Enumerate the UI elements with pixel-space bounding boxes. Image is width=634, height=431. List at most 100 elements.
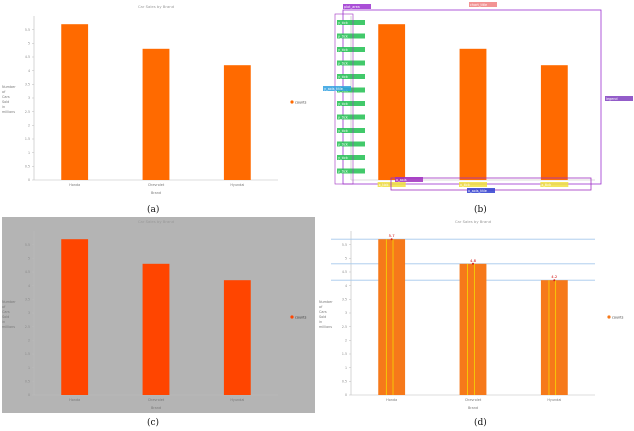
y-axis-title-word: in bbox=[2, 105, 5, 109]
y-tick-label: 1 bbox=[28, 151, 30, 155]
y-tick-label: 0 bbox=[28, 393, 30, 397]
y-tick-chip bbox=[337, 60, 365, 66]
bar bbox=[223, 65, 251, 180]
bar bbox=[142, 263, 170, 395]
chart-b: plot_area chart_title y_tick y_tick y_tick y_… bbox=[323, 2, 633, 193]
y-axis-title-word: millions bbox=[2, 325, 15, 329]
y-tick-label: 5 bbox=[28, 42, 30, 46]
x-axis-title: Brand bbox=[468, 406, 478, 410]
chart-title-chip-label: chart_title bbox=[470, 3, 487, 7]
y-tick-chip bbox=[337, 128, 365, 133]
y-tick-label: 3 bbox=[28, 96, 30, 100]
x-axis-title: Brand bbox=[151, 406, 161, 410]
y-tick-label: 2 bbox=[28, 124, 30, 128]
bar bbox=[61, 239, 89, 395]
x-tick-label: Chevrolet bbox=[465, 398, 482, 402]
x-tick-label: Honda bbox=[69, 183, 80, 187]
y-tick-chip-label: y_tick bbox=[338, 143, 348, 147]
chart-c: Car Sales by Brand 0 0.5 1 1.5 2 2.5 3 3.5 4 4.5 5 5… bbox=[2, 217, 315, 413]
y-axis-title-word: Cars bbox=[2, 310, 10, 314]
y-tick-label: 3 bbox=[28, 311, 30, 315]
data-label: 5.7 bbox=[389, 233, 396, 238]
y-tick-chip bbox=[337, 114, 365, 120]
y-axis-title-word: Cars bbox=[2, 95, 10, 99]
legend-swatch bbox=[607, 315, 611, 319]
y-tick-chip bbox=[337, 74, 365, 79]
x-tick-chip bbox=[377, 182, 406, 187]
y-axis-title-word: Number bbox=[319, 300, 333, 304]
x-axis-title: Brand bbox=[151, 191, 161, 195]
y-tick-chip-label: y_tick bbox=[338, 156, 348, 160]
y-tick-label: 2 bbox=[28, 339, 30, 343]
y-tick-label: 3.5 bbox=[25, 83, 30, 87]
y-tick-chip bbox=[337, 33, 365, 39]
bar-top-marker bbox=[553, 279, 556, 282]
chart-title: Car Sales by Brand bbox=[138, 4, 175, 9]
y-tick-chip bbox=[337, 20, 365, 25]
y-axis-title-chip-label: y_axis_title bbox=[324, 87, 343, 91]
y-tick-label: 4 bbox=[345, 284, 347, 288]
y-tick-chip-label: y_tick bbox=[338, 170, 348, 174]
y-axis-title-word: of bbox=[2, 90, 6, 94]
x-tick-chip-label: x_tick bbox=[379, 183, 389, 187]
y-tick-label: 4.5 bbox=[25, 55, 30, 59]
bar bbox=[61, 24, 89, 181]
x-axis-title-chip bbox=[467, 188, 495, 193]
y-tick-label: 3.5 bbox=[25, 298, 30, 302]
y-tick-label: 4 bbox=[28, 69, 30, 73]
y-tick-label: 4 bbox=[28, 284, 30, 288]
y-tick-chip-label: y_tick bbox=[338, 129, 348, 133]
y-axis-title-word: Sold bbox=[2, 315, 9, 319]
panel-d: Car Sales by Brand 0 0.5 1 1.5 2 2.5 3 3.5 4 4.5 5 5… bbox=[317, 215, 634, 415]
y-tick-label: 0.5 bbox=[25, 380, 30, 384]
legend-chip bbox=[605, 96, 633, 101]
y-tick-label: 5.5 bbox=[25, 28, 30, 32]
bar bbox=[142, 48, 170, 180]
y-tick-label: 3 bbox=[345, 311, 347, 315]
bar-top-marker bbox=[472, 262, 474, 265]
y-axis-title-word: Number bbox=[2, 300, 16, 304]
chart-d: Car Sales by Brand 0 0.5 1 1.5 2 2.5 3 3.5 4 4.5 5 5… bbox=[319, 219, 624, 410]
y-tick-label: 1 bbox=[345, 366, 347, 370]
chart-a: Car Sales by Brand 0 0.5 1 1.5 2 2.5 3 3.5 4 4.5 5 5… bbox=[2, 4, 307, 195]
x-tick-label: Chevrolet bbox=[148, 398, 165, 402]
y-tick-label: 5.5 bbox=[342, 243, 347, 247]
chart-title-chip bbox=[469, 2, 497, 7]
y-axis-title-word: Cars bbox=[319, 310, 327, 314]
x-tick-chip bbox=[540, 182, 569, 187]
y-tick-label: 4.5 bbox=[25, 270, 30, 274]
bar bbox=[540, 280, 568, 395]
bar bbox=[378, 24, 406, 181]
legend-label: counts bbox=[295, 100, 307, 104]
x-tick-label: Honda bbox=[386, 398, 397, 402]
caption-b: (b) bbox=[474, 205, 487, 215]
x-tick-chip-label: x_tick bbox=[460, 183, 470, 187]
x-tick-chip bbox=[459, 182, 487, 187]
y-axis-title-word: millions bbox=[319, 325, 332, 329]
bar bbox=[459, 263, 487, 395]
y-tick-chip bbox=[337, 168, 365, 174]
y-tick-chip bbox=[337, 47, 365, 52]
y-tick-chip-label: y_tick bbox=[338, 75, 348, 79]
bar bbox=[378, 239, 406, 395]
plot-area-chip-label: plot_area bbox=[344, 5, 360, 9]
y-tick-label: 0.5 bbox=[25, 165, 30, 169]
x-tick-label: Hyundai bbox=[230, 398, 244, 402]
y-tick-label: 5.5 bbox=[25, 243, 30, 247]
bar bbox=[223, 280, 251, 395]
y-tick-label: 2.5 bbox=[342, 325, 347, 329]
y-tick-chip bbox=[337, 101, 365, 106]
chart-title: Car Sales by Brand bbox=[455, 219, 492, 224]
y-tick-label: 1.5 bbox=[25, 352, 30, 356]
y-tick-chip-label: y_tick bbox=[338, 116, 348, 120]
y-axis-title-word: Sold bbox=[319, 315, 326, 319]
y-tick-chip-label: y_tick bbox=[338, 102, 348, 106]
y-axis-title-word: of bbox=[2, 305, 6, 309]
legend-chip-label: legend bbox=[606, 97, 618, 101]
y-tick-label: 4.5 bbox=[342, 270, 347, 274]
y-tick-label: 5 bbox=[345, 257, 347, 261]
legend-label: counts bbox=[612, 315, 624, 319]
x-tick-label: Hyundai bbox=[230, 183, 244, 187]
data-label: 4.8 bbox=[470, 258, 477, 263]
caption-d: (d) bbox=[474, 418, 487, 428]
